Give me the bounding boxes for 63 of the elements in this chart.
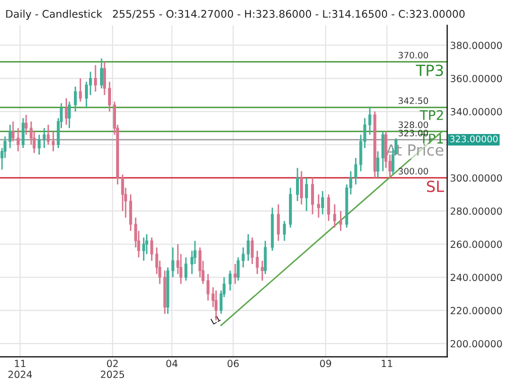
ref-line-label: 370.00 bbox=[398, 52, 428, 58]
candlestick bbox=[8, 124, 12, 149]
candlestick bbox=[282, 220, 286, 242]
candlestick bbox=[88, 71, 92, 96]
candlestick bbox=[276, 204, 280, 242]
x-tick-label: 11 2024 bbox=[8, 360, 32, 378]
candlestick bbox=[381, 130, 384, 172]
x-tick-label: 02 2025 bbox=[100, 360, 124, 378]
candlestick bbox=[327, 194, 330, 222]
y-tick-label: 240.00000 bbox=[450, 274, 502, 282]
candlestick bbox=[234, 263, 237, 285]
y-tick-label: 200.00000 bbox=[450, 340, 502, 348]
candlestick bbox=[129, 194, 132, 232]
candlestick bbox=[108, 81, 111, 112]
ref-line-label: 328.00 bbox=[398, 121, 428, 128]
candlestick bbox=[100, 58, 103, 90]
chart-title: Daily - Candlestick 255/255 - O:314.27000 - H:323.86000 - L:314.16500 - C:323.00000 bbox=[6, 10, 465, 20]
x-tick-label: 11 bbox=[382, 360, 392, 368]
x-tick-label: 09 bbox=[320, 360, 332, 368]
candlestick bbox=[184, 256, 188, 282]
y-tick-label: 260.00000 bbox=[450, 240, 502, 248]
x-tick-label: 06 bbox=[228, 360, 239, 368]
candlestick bbox=[236, 256, 240, 282]
text: 323.00000 bbox=[450, 136, 498, 142]
y-tick-label: 300.00000 bbox=[450, 174, 502, 182]
candlestick bbox=[311, 177, 314, 215]
candlestick bbox=[103, 61, 106, 96]
x-tick-label: 04 bbox=[166, 360, 178, 368]
candlestick bbox=[368, 106, 372, 136]
candlestick bbox=[300, 170, 303, 206]
y-tick-label: 360.00000 bbox=[450, 74, 502, 82]
candlestick bbox=[317, 194, 320, 218]
candlestick bbox=[339, 210, 342, 232]
candlestick bbox=[376, 150, 380, 179]
annotation: TP3 bbox=[416, 64, 443, 76]
candlestick bbox=[94, 64, 97, 92]
candlestick bbox=[22, 117, 25, 149]
candlestick bbox=[38, 134, 41, 156]
candlestick bbox=[242, 246, 245, 268]
candlestick bbox=[228, 270, 232, 292]
candlestick bbox=[64, 98, 68, 126]
candlestick bbox=[16, 127, 20, 152]
candlestick bbox=[12, 120, 15, 142]
y-tick-label: 380.00000 bbox=[450, 42, 502, 50]
annotation: SL bbox=[426, 180, 444, 192]
candlestick bbox=[296, 167, 299, 202]
ref-line-label: 342.50 bbox=[398, 97, 428, 104]
y-tick-label: 220.00000 bbox=[450, 306, 502, 314]
candlestick bbox=[333, 204, 336, 228]
annotation: TP2 bbox=[420, 110, 443, 120]
candlestick bbox=[24, 114, 28, 136]
candlestick bbox=[84, 81, 88, 109]
candlestick bbox=[78, 78, 82, 102]
candlestick bbox=[171, 246, 174, 278]
candlestick bbox=[305, 177, 308, 212]
ref-line-label: 300.00 bbox=[398, 168, 428, 174]
candlestick bbox=[68, 100, 71, 129]
candlestick bbox=[321, 190, 324, 215]
candlestick bbox=[206, 273, 210, 302]
candlestick bbox=[74, 86, 77, 112]
candlestick bbox=[264, 240, 267, 275]
y-tick-label: 340.00000 bbox=[450, 108, 502, 116]
y-tick-label: 280.00000 bbox=[450, 207, 502, 215]
